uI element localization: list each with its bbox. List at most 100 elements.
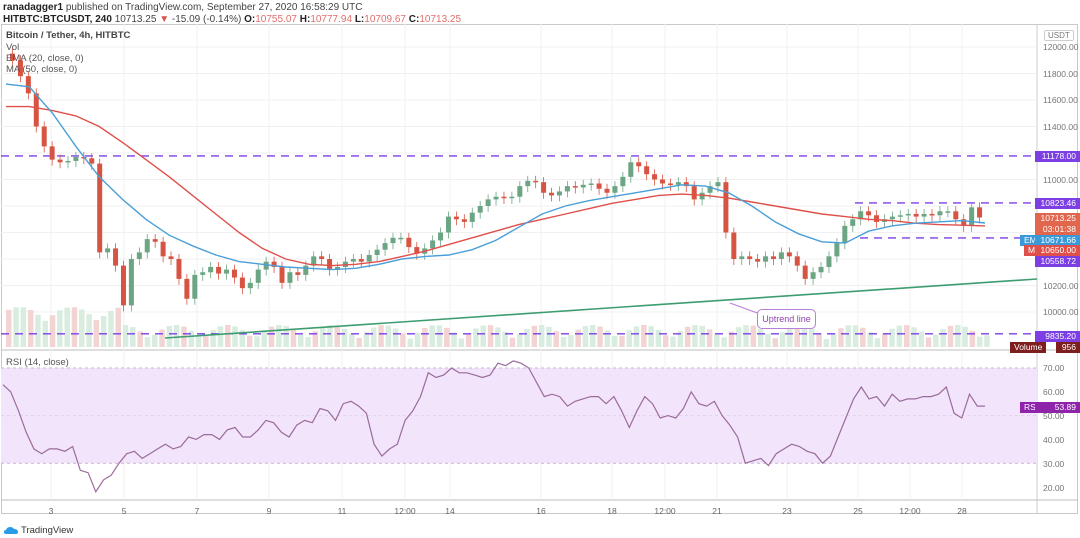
- volume-bar: [794, 325, 800, 347]
- candle-body: [271, 261, 277, 267]
- candle-body: [810, 272, 816, 279]
- volume-bar: [626, 330, 632, 347]
- candle-body: [969, 207, 975, 226]
- time-tick: 16: [536, 506, 546, 516]
- candle-body: [556, 191, 562, 196]
- volume-bar: [874, 338, 881, 347]
- volume-bar: [414, 332, 421, 347]
- candle-body: [485, 199, 491, 206]
- volume-bar: [955, 325, 961, 347]
- candle-body: [279, 266, 285, 283]
- time-tick: 11: [337, 506, 347, 516]
- candle-body: [977, 207, 983, 218]
- volume-bar: [378, 325, 384, 347]
- volume-bar: [684, 326, 691, 347]
- volume-bar: [721, 337, 727, 347]
- legend-ema[interactable]: EMA (20, close, 0): [6, 53, 84, 64]
- time-tick: 9: [266, 506, 272, 516]
- volume-bar: [925, 337, 932, 347]
- candle-body: [572, 186, 578, 188]
- candle-body: [136, 252, 142, 259]
- candle-body: [10, 53, 15, 61]
- candle-body: [398, 237, 404, 240]
- rsi-value-tag: 53.89: [1035, 402, 1080, 413]
- level-tag-10823: 10823.46: [1035, 198, 1080, 209]
- volume-bar: [619, 335, 625, 347]
- volume-bar: [699, 325, 705, 347]
- low-value: 10709.67: [364, 14, 406, 25]
- candle-body: [953, 211, 959, 220]
- legend-rsi[interactable]: RSI (14, close): [6, 357, 69, 368]
- candle-body: [739, 256, 745, 259]
- candle-body: [224, 269, 230, 274]
- candle-body: [620, 176, 626, 187]
- candle-body: [937, 211, 943, 216]
- candle-body: [889, 216, 895, 220]
- low-label: L:: [354, 14, 365, 25]
- volume-bar: [444, 327, 450, 347]
- time-tick: 23: [782, 506, 792, 516]
- volume-bar: [538, 325, 545, 347]
- price-tick: 11800.00: [1043, 69, 1078, 79]
- ema-label-tag: EMA: [1020, 235, 1047, 246]
- high-value: 10777.94: [310, 14, 353, 25]
- volume-bar: [100, 315, 107, 347]
- volume-bar: [130, 327, 136, 347]
- volume-bar: [122, 325, 129, 347]
- candle-body: [105, 248, 111, 253]
- volume-value-tag: 956: [1056, 342, 1080, 353]
- candle-body: [961, 219, 967, 226]
- candle-body: [905, 213, 911, 216]
- time-tick: 25: [853, 506, 863, 516]
- price-tick: 11000.00: [1043, 175, 1078, 185]
- time-tick: 5: [121, 506, 127, 516]
- volume-bar: [546, 326, 552, 347]
- volume-bar: [736, 327, 742, 347]
- ema-value-tag: 10671.66: [1035, 235, 1080, 246]
- volume-bar: [830, 332, 837, 347]
- legend-title: Bitcoin / Tether, 4h, HITBTC: [6, 30, 131, 41]
- volume-bar: [327, 325, 333, 347]
- candle-body: [628, 162, 634, 177]
- legend-vol[interactable]: Vol: [6, 42, 20, 53]
- legend-ma[interactable]: MA (50, close, 0): [6, 64, 78, 75]
- volume-bar: [71, 307, 78, 347]
- volume-bar: [246, 335, 253, 347]
- ma-value-tag: 10650.00: [1035, 245, 1080, 256]
- volume-bar: [429, 325, 435, 347]
- chart-frame[interactable]: [1, 24, 1078, 514]
- volume-bar: [261, 330, 267, 347]
- currency-unit-button[interactable]: USDT: [1044, 30, 1074, 41]
- symbol-bar: HITBTC:BTCUSDT, 240 10713.25 ▼ -15.09 (-…: [3, 14, 461, 25]
- price-change: -15.09 (-0.14%): [171, 14, 242, 25]
- candle-body: [501, 196, 507, 199]
- candle-body: [493, 196, 499, 200]
- volume-bar: [852, 325, 859, 347]
- candle-body: [699, 192, 705, 200]
- candle-body: [319, 256, 325, 259]
- candle-body: [255, 269, 261, 283]
- candle-body: [97, 163, 103, 253]
- volume-bar: [400, 333, 406, 347]
- volume-bar: [809, 328, 815, 347]
- candle-body: [794, 256, 800, 266]
- volume-bar: [896, 325, 903, 347]
- volume-bar: [560, 336, 567, 347]
- candle-body: [778, 252, 784, 259]
- time-tick: 14: [445, 506, 455, 516]
- symbol-label: HITBTC:BTCUSDT, 240: [3, 14, 112, 25]
- candle-body: [350, 259, 356, 262]
- rsi-tick: 60.00: [1043, 387, 1065, 397]
- time-tick: 12:00: [899, 506, 921, 516]
- tradingview-brand[interactable]: TradingView: [4, 525, 73, 536]
- candle-body: [802, 265, 808, 279]
- volume-bar: [714, 334, 720, 347]
- ema-20-line: [5, 83, 986, 271]
- candle-body: [755, 259, 761, 262]
- volume-bar: [305, 337, 311, 347]
- volume-bar: [239, 330, 246, 347]
- uptrend-line-callout[interactable]: Uptrend line: [757, 309, 816, 329]
- time-tick: 12:00: [394, 506, 416, 516]
- candle-body: [200, 272, 206, 275]
